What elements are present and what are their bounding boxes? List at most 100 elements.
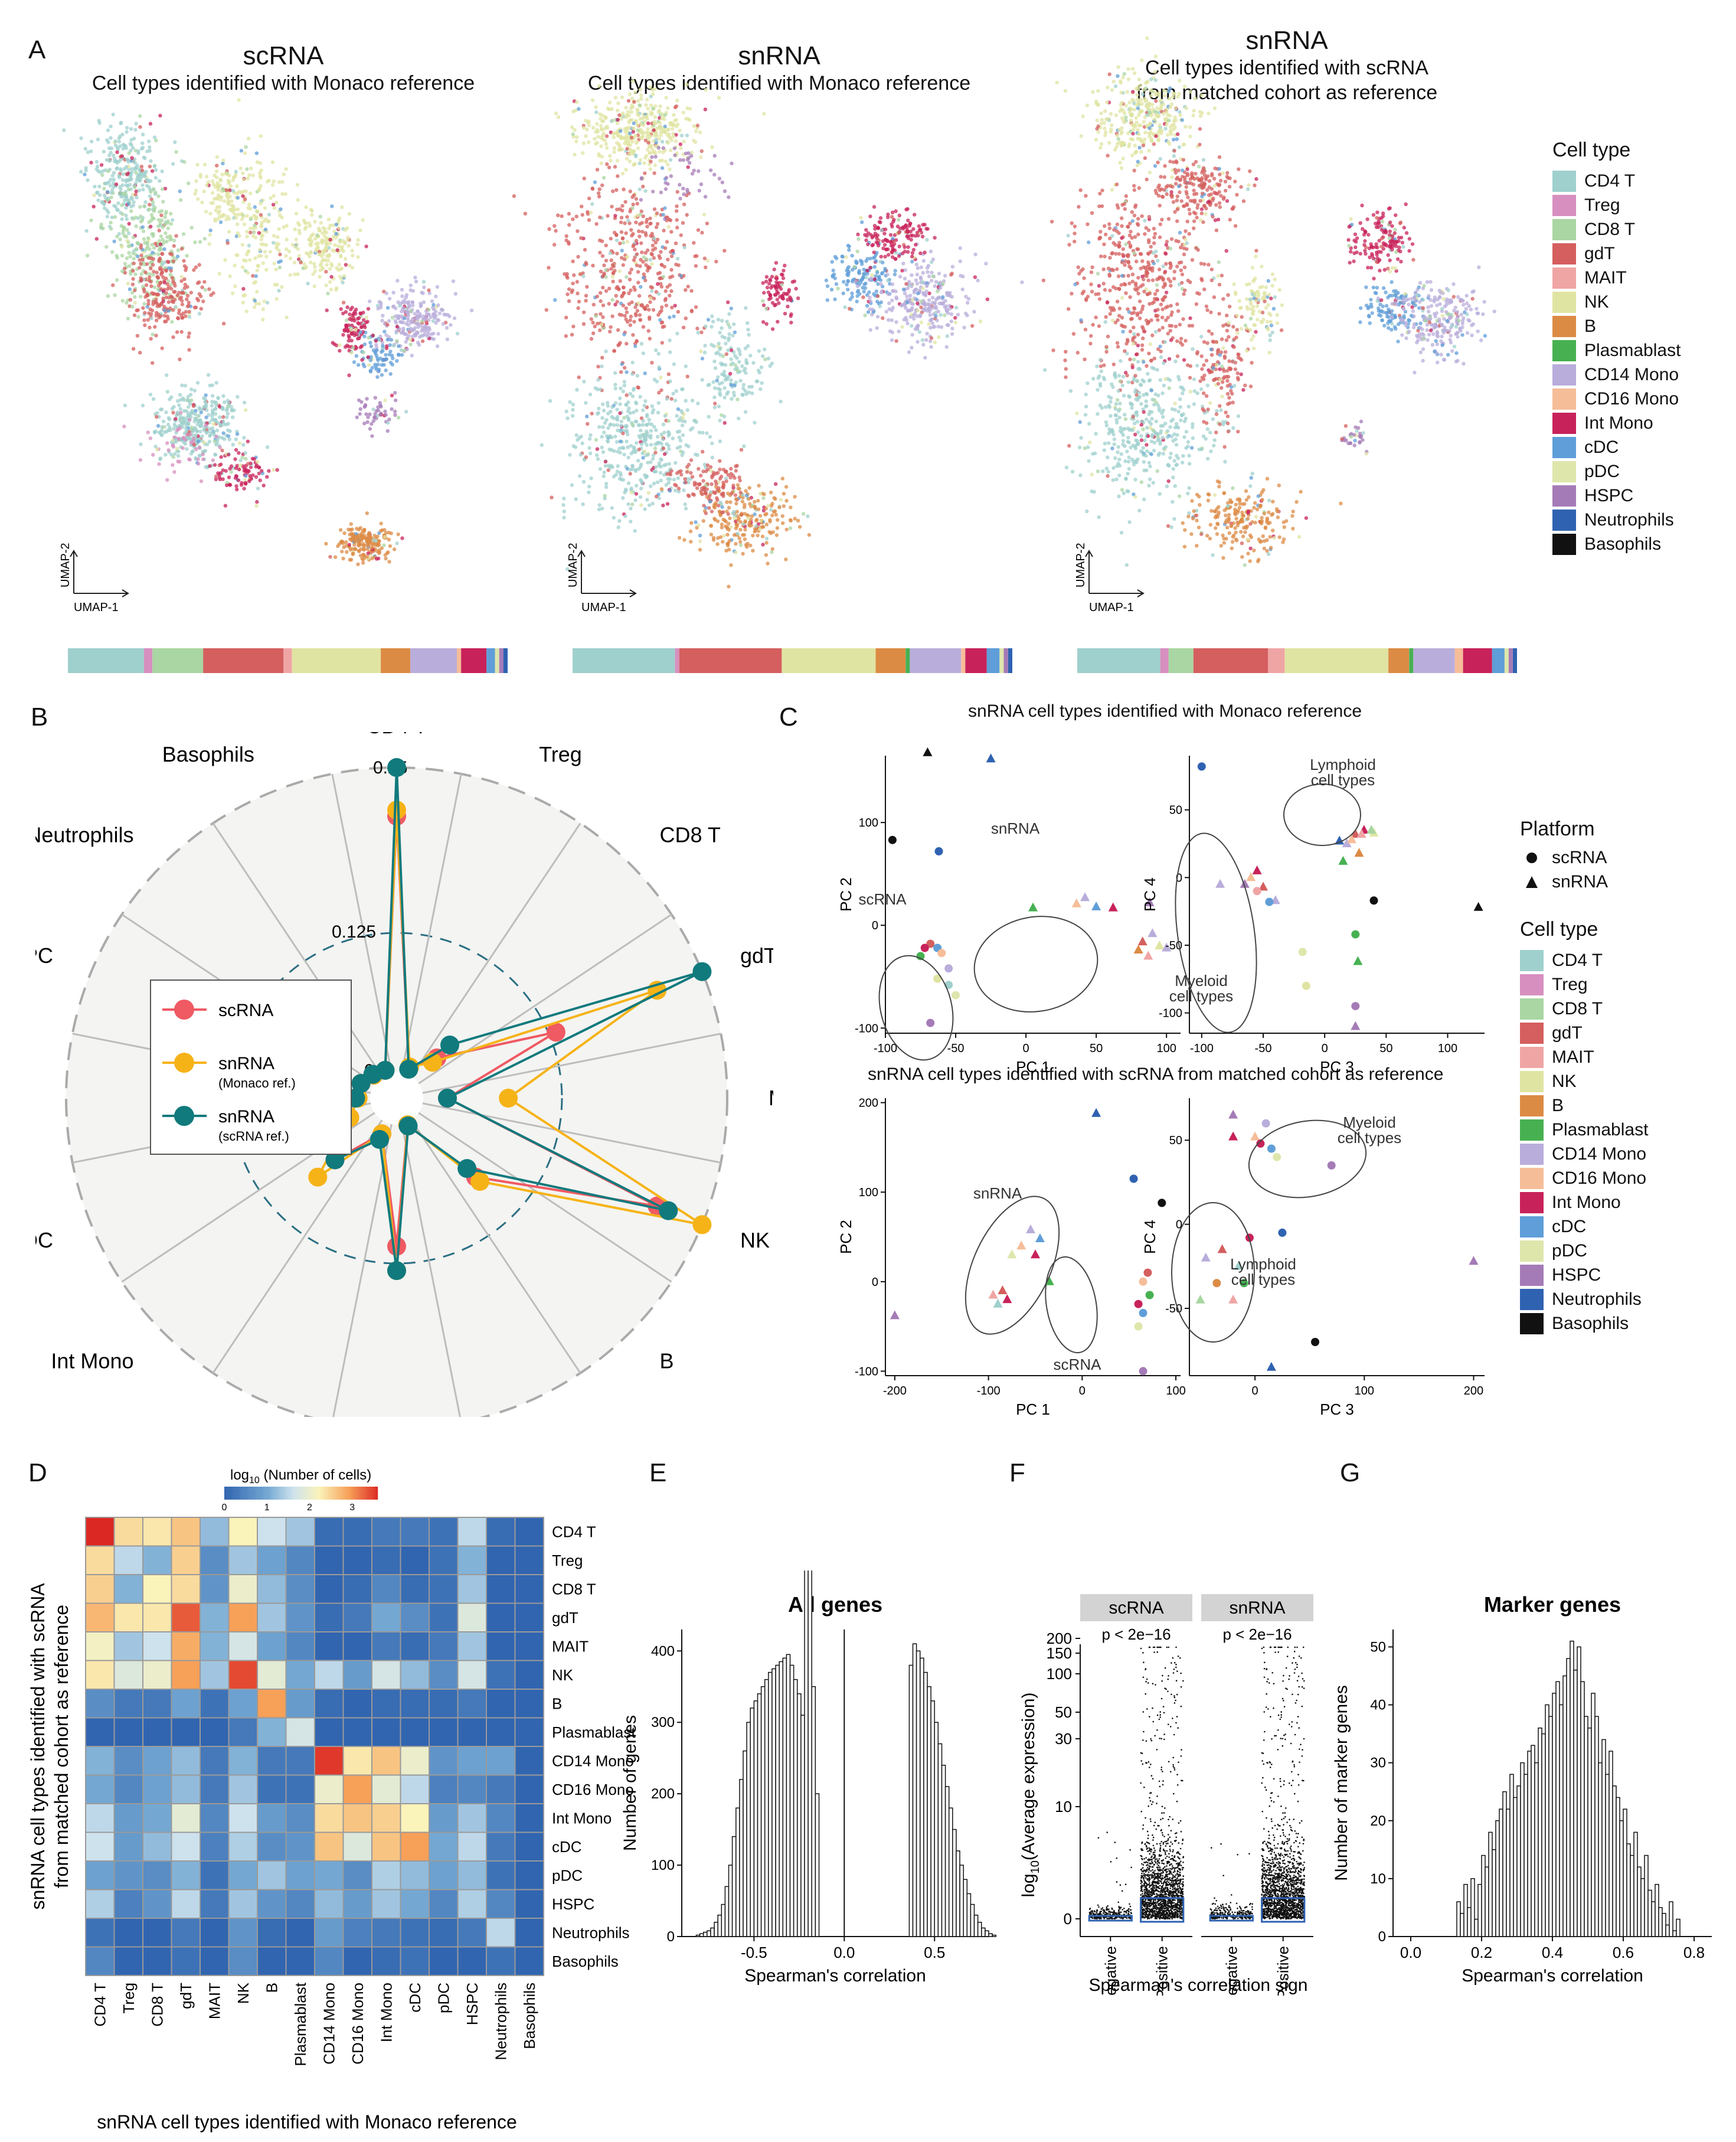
- umap-cell: [296, 221, 300, 225]
- umap-cell: [579, 236, 583, 240]
- umap-cell: [677, 418, 681, 423]
- umap-cell: [406, 301, 410, 305]
- umap-cell: [112, 159, 117, 164]
- umap-cell: [127, 182, 132, 187]
- umap-cell: [640, 451, 645, 456]
- umap-cell: [950, 326, 954, 331]
- umap-cell: [762, 492, 766, 497]
- umap-cell: [160, 169, 164, 174]
- umap-cell: [738, 378, 743, 383]
- umap-cell: [217, 205, 222, 209]
- umap-cell: [724, 548, 728, 553]
- umap-cell: [160, 346, 164, 351]
- umap-cell: [214, 208, 218, 213]
- proportion-segment: [381, 648, 411, 673]
- umap-cell: [712, 405, 717, 410]
- umap-cell: [339, 266, 344, 270]
- umap-cell: [624, 168, 628, 172]
- umap-cell: [844, 255, 848, 259]
- umap-cell: [278, 213, 282, 217]
- umap-cell: [441, 322, 445, 326]
- umap-cell: [698, 130, 702, 135]
- umap-cell: [231, 210, 235, 214]
- umap-cell: [793, 517, 797, 521]
- umap-cell: [255, 499, 259, 504]
- umap-cell: [741, 533, 745, 537]
- umap-cell: [264, 267, 269, 272]
- umap-cell: [776, 291, 780, 295]
- umap-cell: [214, 474, 218, 479]
- umap-cell: [753, 499, 757, 504]
- umap-cell: [184, 268, 188, 272]
- umap-cell: [629, 520, 633, 524]
- umap-cell: [361, 561, 365, 565]
- umap-cell: [645, 414, 649, 419]
- umap-cell: [367, 363, 371, 367]
- umap-cell: [658, 104, 662, 109]
- umap-cell: [733, 516, 737, 520]
- umap-cell: [378, 413, 382, 417]
- umap-cell: [860, 260, 864, 264]
- umap-cell: [656, 272, 661, 276]
- umap-cell: [616, 464, 620, 468]
- umap-cell: [628, 411, 632, 415]
- umap-cell: [176, 449, 181, 453]
- umap-cell: [677, 435, 682, 440]
- umap-cell: [635, 201, 639, 206]
- umap-cell: [164, 452, 168, 457]
- umap-cell: [124, 205, 128, 210]
- umap-cell: [470, 308, 474, 312]
- umap-cell: [744, 371, 748, 375]
- umap-cell: [637, 103, 642, 107]
- umap-cell: [126, 281, 130, 286]
- umap-cell: [127, 177, 132, 182]
- umap-cell: [125, 130, 129, 134]
- umap-cell: [727, 312, 731, 316]
- umap-cell: [596, 191, 601, 195]
- umap-cell: [241, 287, 246, 291]
- umap-cell: [197, 445, 202, 449]
- umap-cell: [931, 257, 936, 262]
- umap-cell: [156, 292, 161, 297]
- umap-cell: [253, 205, 257, 209]
- umap-cell: [113, 293, 117, 297]
- umap-cell: [616, 328, 620, 332]
- umap-cell: [115, 208, 119, 212]
- umap-cell: [776, 518, 780, 522]
- umap-cell: [165, 260, 169, 264]
- umap-cell: [663, 246, 668, 250]
- umap-cell: [894, 320, 898, 324]
- umap-cell: [676, 122, 680, 126]
- umap-cell: [226, 191, 231, 195]
- umap-cell: [348, 528, 352, 532]
- umap-cell: [608, 154, 612, 158]
- umap-cell: [152, 164, 156, 168]
- umap-cell: [274, 267, 278, 272]
- umap-cell: [272, 468, 276, 472]
- umap-cell: [846, 279, 851, 283]
- umap-cell: [159, 428, 164, 433]
- umap-cell: [101, 169, 105, 173]
- umap-cell: [97, 184, 102, 188]
- umap-cell: [710, 145, 714, 149]
- umap-cell: [598, 112, 602, 116]
- umap-cell: [211, 458, 215, 462]
- umap-cell: [910, 273, 914, 277]
- umap-cell: [855, 284, 860, 288]
- umap-cell: [790, 280, 795, 284]
- umap-cell: [110, 174, 115, 178]
- umap-cell: [427, 288, 431, 292]
- umap-cell: [703, 344, 707, 348]
- umap-cell: [354, 354, 358, 358]
- umap-cell: [976, 278, 980, 283]
- umap-cell: [910, 251, 915, 255]
- umap-cell: [707, 383, 711, 387]
- umap-cell: [227, 181, 231, 185]
- umap-cell: [159, 234, 164, 239]
- umap-cell: [589, 210, 593, 215]
- umap-cell: [735, 524, 739, 528]
- umap-cell: [113, 215, 117, 219]
- umap-cell: [147, 207, 152, 212]
- umap-cell: [109, 220, 113, 225]
- umap-cell: [445, 337, 449, 341]
